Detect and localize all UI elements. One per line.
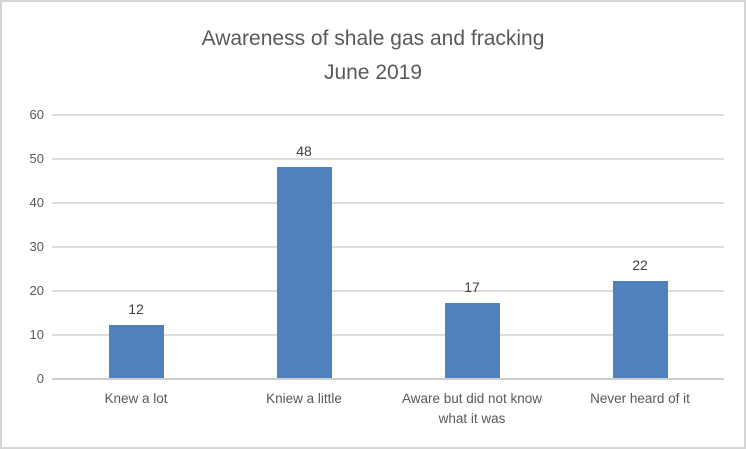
ytick-label-30: 30 bbox=[29, 239, 44, 254]
gridline-y-50 bbox=[52, 158, 724, 160]
gridline-y-40 bbox=[52, 202, 724, 204]
chart-subtitle: June 2019 bbox=[323, 61, 423, 84]
bar-value-label-4: 22 bbox=[632, 257, 648, 273]
gridline-y-60 bbox=[52, 114, 724, 116]
bar-4 bbox=[613, 281, 668, 378]
gridline-y-30 bbox=[52, 246, 724, 248]
bar-2 bbox=[277, 167, 332, 378]
ytick-label-50: 50 bbox=[29, 151, 44, 166]
ytick-label-0: 0 bbox=[36, 371, 44, 386]
gridline-y-10 bbox=[52, 334, 724, 336]
ytick-label-60: 60 bbox=[29, 107, 44, 122]
bar-value-label-2: 48 bbox=[296, 143, 312, 159]
gridline-y-20 bbox=[52, 290, 724, 292]
ytick-label-20: 20 bbox=[29, 283, 44, 298]
category-label-3: Aware but did not know what it was bbox=[401, 391, 543, 426]
x-axis-line bbox=[52, 378, 724, 380]
category-label-2: Kniew a little bbox=[266, 391, 342, 406]
category-label-1: Knew a lot bbox=[104, 391, 168, 406]
ytick-label-40: 40 bbox=[29, 195, 44, 210]
bar-3 bbox=[445, 303, 500, 378]
bar-value-label-1: 12 bbox=[128, 301, 144, 317]
chart-title: Awareness of shale gas and fracking bbox=[201, 27, 545, 50]
chart-title-block: Awareness of shale gas and fracking June… bbox=[2, 22, 744, 90]
category-label-4: Never heard of it bbox=[590, 391, 690, 406]
bar-1 bbox=[109, 325, 164, 378]
bar-value-label-3: 17 bbox=[464, 279, 480, 295]
ytick-label-10: 10 bbox=[29, 327, 44, 342]
